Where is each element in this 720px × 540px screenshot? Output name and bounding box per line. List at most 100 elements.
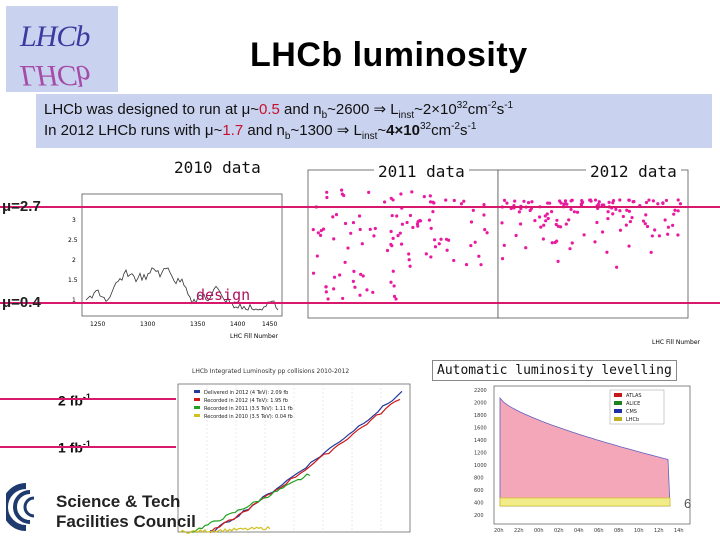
mu-point bbox=[325, 190, 329, 194]
levelling-label: Automatic luminosity levelling bbox=[432, 360, 677, 381]
mu-point bbox=[400, 222, 405, 226]
levelling-x-tick: 14h bbox=[674, 528, 684, 534]
mu-point bbox=[556, 259, 560, 263]
mu-point bbox=[606, 210, 610, 214]
mu-point bbox=[651, 199, 655, 203]
levelling-legend-label: ALICE bbox=[626, 401, 640, 407]
mu-point bbox=[311, 271, 316, 275]
levelling-x-tick: 10h bbox=[634, 528, 644, 534]
tick-2010-y-2: 2 bbox=[72, 257, 76, 264]
mu-point bbox=[657, 234, 661, 238]
logo-reflection: LHCb bbox=[20, 59, 90, 92]
mu-point bbox=[545, 212, 549, 216]
mu-point bbox=[482, 202, 486, 207]
mu-point bbox=[332, 237, 336, 241]
page-title: LHCb luminosity bbox=[250, 36, 528, 74]
mu-point bbox=[621, 214, 625, 219]
label-2010-data: 2010 data bbox=[170, 158, 265, 177]
mu-point bbox=[572, 210, 576, 214]
mu-point bbox=[432, 238, 437, 242]
mu-point bbox=[389, 196, 393, 200]
mu-point bbox=[452, 258, 456, 263]
levelling-chart: ATLAS ALICE CMS LHCb 2200 2000 1800 1600 1400 12… bbox=[470, 380, 700, 538]
mu-point bbox=[325, 195, 329, 200]
mu-point bbox=[334, 213, 339, 217]
mu-point bbox=[593, 198, 598, 202]
mu-point bbox=[671, 223, 675, 227]
mu-point bbox=[563, 199, 568, 203]
mu-point bbox=[606, 217, 610, 221]
mu-point bbox=[605, 250, 609, 254]
legend-swatch bbox=[194, 414, 200, 417]
mu-point bbox=[365, 288, 369, 292]
integrated-legend: Delivered in 2012 (4 TeV): 2.09 fb Record… bbox=[194, 390, 293, 420]
mu-point bbox=[500, 257, 505, 261]
mu-point bbox=[429, 226, 433, 231]
mu-point bbox=[647, 198, 651, 202]
mu-point bbox=[383, 200, 387, 204]
mu-point bbox=[360, 242, 364, 246]
mu-point bbox=[562, 202, 566, 206]
legend-swatch bbox=[194, 406, 200, 409]
mu-point bbox=[340, 188, 344, 192]
mu-point bbox=[410, 190, 414, 194]
mu-point bbox=[550, 241, 554, 245]
mu-point bbox=[543, 214, 547, 218]
mu-point bbox=[557, 199, 562, 203]
legend-label: Recorded in 2011 (3.5 TeV): 1.11 fb bbox=[204, 406, 293, 412]
mu-point bbox=[395, 214, 399, 218]
mu-point bbox=[445, 248, 449, 252]
levelling-x-tick: 20h bbox=[494, 528, 504, 534]
mu-point bbox=[632, 199, 636, 204]
label-2011-data: 2011 data bbox=[374, 162, 469, 181]
mu-point bbox=[396, 234, 400, 238]
mu-point bbox=[615, 265, 619, 269]
tick-2010-x-1450: 1450 bbox=[262, 321, 277, 328]
mu-point bbox=[611, 201, 615, 205]
levelling-legend-label: ATLAS bbox=[626, 393, 642, 399]
mu-point bbox=[553, 240, 557, 245]
mu-point bbox=[672, 212, 676, 216]
mu-2010-curve bbox=[85, 267, 279, 311]
series-recorded-2011 bbox=[189, 473, 311, 533]
mu-point bbox=[319, 228, 323, 233]
mu-point bbox=[431, 210, 435, 214]
levelling-swatch bbox=[614, 409, 622, 413]
mu-point bbox=[482, 213, 486, 217]
mu-point bbox=[444, 198, 448, 202]
mu-point bbox=[517, 210, 521, 214]
mu-point bbox=[392, 294, 397, 298]
mu-point bbox=[618, 198, 622, 202]
mu-point bbox=[676, 233, 680, 237]
mu-point bbox=[340, 192, 344, 196]
stfc-text: Science & Tech Facilities Council bbox=[56, 492, 196, 532]
mu-point bbox=[464, 262, 469, 267]
mu-point bbox=[372, 234, 376, 238]
mu-point bbox=[528, 208, 532, 213]
design-label: design bbox=[196, 286, 251, 304]
mu-point bbox=[394, 297, 398, 301]
mu-point bbox=[485, 231, 489, 235]
mu-point bbox=[595, 220, 599, 225]
tick-2010-y-1-5: 1.5 bbox=[68, 277, 78, 284]
tick-2010-x-1300: 1300 bbox=[140, 321, 155, 328]
mu-point bbox=[611, 212, 615, 216]
info-box: LHCb was designed to run at μ~0.5 and nb… bbox=[36, 94, 712, 148]
mu-point bbox=[416, 224, 420, 228]
mu-point bbox=[428, 194, 432, 198]
mu-point bbox=[673, 208, 677, 212]
mu-point bbox=[656, 202, 660, 206]
mu-point bbox=[568, 247, 572, 251]
mu-point bbox=[653, 228, 657, 232]
line-2fb bbox=[0, 398, 176, 400]
mu-point bbox=[311, 227, 315, 232]
mu-point bbox=[411, 225, 415, 230]
legend-label: Recorded in 2010 (3.5 TeV): 0.04 fb bbox=[204, 414, 293, 420]
levelling-y-tick: 400 bbox=[474, 501, 484, 507]
legend-label: Recorded in 2012 (4 TeV): 1.95 fb bbox=[204, 398, 288, 404]
mu-point bbox=[569, 199, 573, 203]
mu-point bbox=[630, 215, 634, 220]
mu-point bbox=[439, 237, 443, 241]
mu-point bbox=[625, 208, 629, 212]
label-2fb: 2 fb-1 bbox=[58, 392, 91, 409]
